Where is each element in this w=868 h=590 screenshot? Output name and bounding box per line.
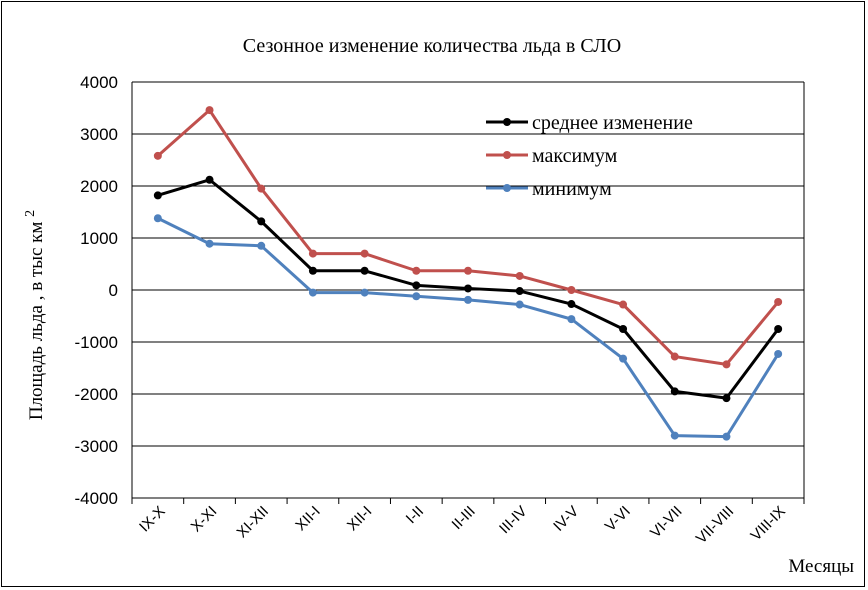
data-point	[412, 292, 421, 301]
data-point	[567, 300, 576, 309]
y-tick-label: 1000	[80, 229, 118, 248]
x-tick-labels: IX-X X-XI XI-XII XII-I XII-I I-II II-III III-IV…	[136, 503, 789, 547]
legend-entry: среднее изменение	[486, 112, 693, 134]
data-point	[774, 297, 783, 306]
legend-swatch-marker	[503, 184, 511, 192]
y-axis-label-superscript: 2	[23, 210, 38, 217]
data-point	[774, 349, 783, 358]
y-tick-label: 0	[109, 281, 118, 300]
y-tick-labels: 4000 3000 2000 1000 0 -1000 -2000 -3000 -4000	[75, 73, 118, 508]
data-point	[722, 394, 731, 403]
series-2	[153, 214, 783, 441]
legend-entry: минимум	[486, 178, 612, 200]
data-point	[464, 284, 472, 293]
series-group	[153, 106, 783, 441]
data-point	[722, 432, 731, 441]
data-point	[515, 287, 524, 296]
x-tick-label: VI-VII	[647, 503, 686, 542]
data-point	[308, 288, 317, 297]
data-point	[360, 288, 369, 297]
data-point	[722, 360, 731, 369]
data-point	[153, 151, 162, 160]
data-point	[308, 266, 317, 275]
data-point	[360, 266, 369, 275]
x-tick-label: I-II	[403, 503, 427, 527]
y-tick-label: 4000	[80, 73, 118, 92]
x-tick-label: VII-VIII	[693, 503, 737, 547]
data-point	[567, 315, 576, 324]
x-tick-label: XII-I	[344, 503, 375, 534]
data-point	[205, 106, 214, 115]
data-point	[670, 431, 679, 440]
data-point	[567, 286, 576, 294]
x-tick-label: IV-V	[550, 503, 582, 535]
data-point	[619, 300, 628, 309]
x-tick-label: II-III	[449, 503, 479, 533]
y-tick-label: -1000	[75, 333, 118, 352]
series-0	[153, 175, 783, 403]
legend-label: минимум	[532, 178, 612, 200]
legend-swatch-marker	[503, 118, 511, 126]
x-tick-label: X-XI	[188, 503, 221, 536]
legend-entry: максимум	[486, 145, 618, 167]
y-axis-label: Площадь льда , в тыс км 2	[23, 210, 47, 420]
y-tick-label: 2000	[80, 177, 118, 196]
y-axis-label-text: Площадь льда , в тыс км	[26, 222, 47, 421]
data-point	[153, 191, 162, 200]
data-point	[412, 266, 421, 275]
y-tick-label: -2000	[75, 385, 118, 404]
data-point	[308, 249, 317, 258]
series-line	[156, 108, 780, 366]
x-tick-label: IX-X	[136, 503, 169, 536]
legend-label: максимум	[532, 145, 618, 167]
legend-swatch-marker	[503, 151, 511, 159]
data-point	[257, 217, 266, 226]
data-point	[670, 352, 679, 361]
data-point	[257, 184, 266, 193]
legend-label: среднее изменение	[532, 112, 693, 134]
data-point	[412, 281, 421, 290]
data-point	[670, 387, 679, 396]
data-point	[774, 325, 783, 333]
chart-title: Сезонное изменение количества льда в СЛО	[243, 35, 621, 57]
x-tick-label: XII-I	[292, 503, 323, 534]
data-point	[257, 241, 266, 250]
data-point	[360, 249, 369, 258]
x-tick-label: III-IV	[496, 503, 530, 537]
legend: среднее изменение максимум минимум	[486, 112, 693, 200]
data-point	[515, 300, 524, 309]
data-point	[464, 295, 472, 304]
y-tick-label: 3000	[80, 125, 118, 144]
data-point	[619, 354, 628, 363]
x-tick-label: VIII-IX	[747, 503, 788, 544]
series-line	[157, 216, 780, 439]
data-point	[205, 239, 214, 248]
x-tick-label: V-VI	[602, 503, 634, 535]
series-1	[153, 106, 783, 369]
data-point	[464, 266, 472, 275]
y-tick-label: -4000	[75, 489, 118, 508]
y-tick-label: -3000	[75, 437, 118, 456]
data-point	[153, 214, 162, 223]
data-point	[619, 325, 628, 333]
data-point	[205, 175, 214, 184]
x-axis-label: Месяцы	[788, 556, 854, 577]
data-point	[515, 271, 524, 280]
x-tick-label: XI-XII	[234, 503, 273, 542]
